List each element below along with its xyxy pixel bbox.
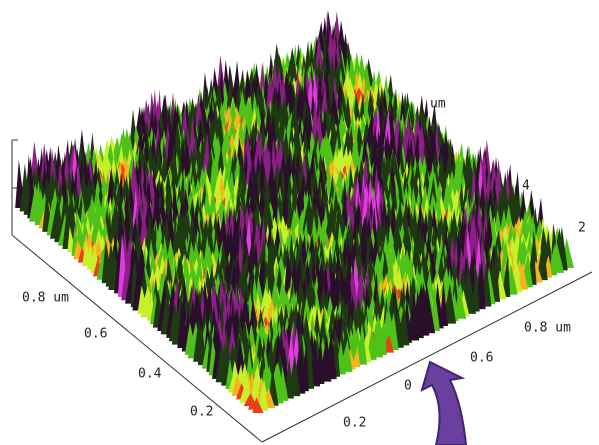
right-axis-label: 0.2 [343, 416, 366, 431]
axis-tick-label: 2 [578, 221, 586, 236]
right-axis-label: 0.8 um [524, 321, 571, 336]
left-axis-label: 0.2 [190, 405, 213, 420]
axis-tick-label: 4 [522, 179, 530, 194]
left-axis-label: 0.8 um [22, 291, 69, 306]
pointer-arrow [422, 362, 466, 445]
right-axis-label: 0.6 [470, 351, 493, 366]
axis-unit-label: um [430, 97, 446, 112]
right-axis-label: 0 [404, 379, 412, 394]
left-axis-label: 0.6 [84, 327, 107, 342]
afm-surface-view: 0.8 um 0.6 0.4 0.2 0.2 0 0.6 0.8 um um 4… [0, 0, 599, 445]
left-axis-label: 0.4 [138, 367, 162, 382]
